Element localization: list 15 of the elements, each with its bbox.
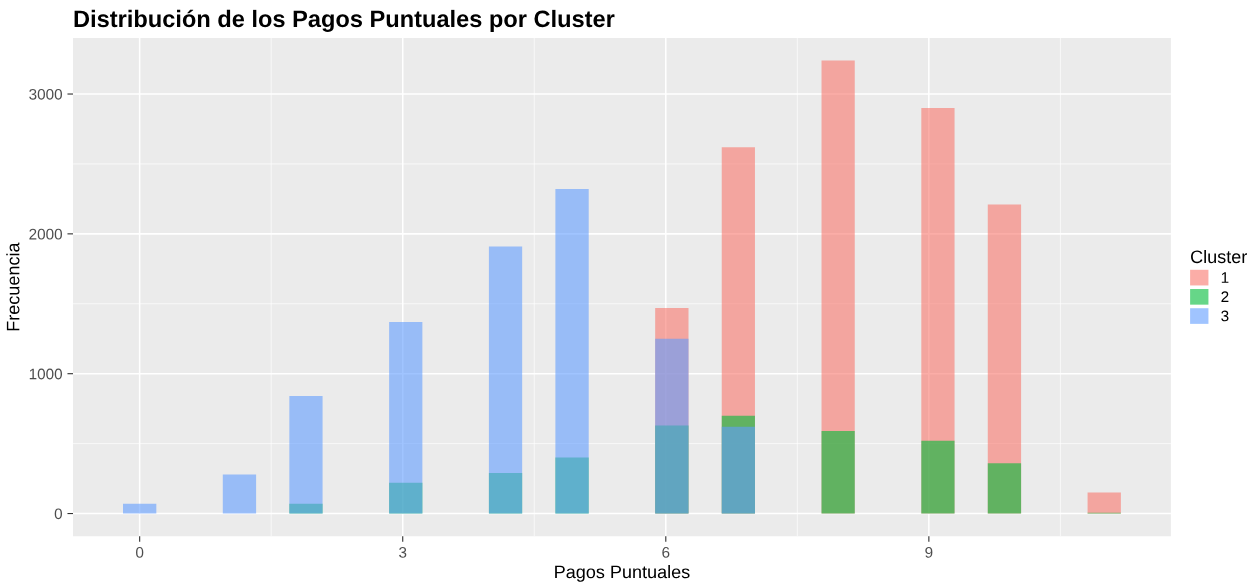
y-tick-label: 3000	[29, 88, 63, 100]
y-tick-label: 0	[54, 508, 63, 520]
legend-label: 3	[1221, 310, 1229, 322]
y-tick-label: 2000	[29, 228, 63, 240]
legend-label: 2	[1221, 291, 1229, 302]
y-tick-label: 1000	[29, 368, 63, 380]
legend-label: 1	[1221, 272, 1229, 283]
y-axis-title: Frecuencia	[6, 242, 20, 331]
x-tick-label: 6	[662, 547, 670, 558]
x-tick-label: 9	[925, 547, 933, 558]
legend-title: Cluster	[1191, 249, 1247, 264]
x-tick-label: 0	[136, 547, 144, 558]
x-tick-label: 3	[399, 547, 407, 558]
chart-title: Distribución de los Pagos Puntuales por Cluster	[74, 9, 615, 32]
x-axis-title: Pagos Puntuales	[555, 565, 690, 582]
